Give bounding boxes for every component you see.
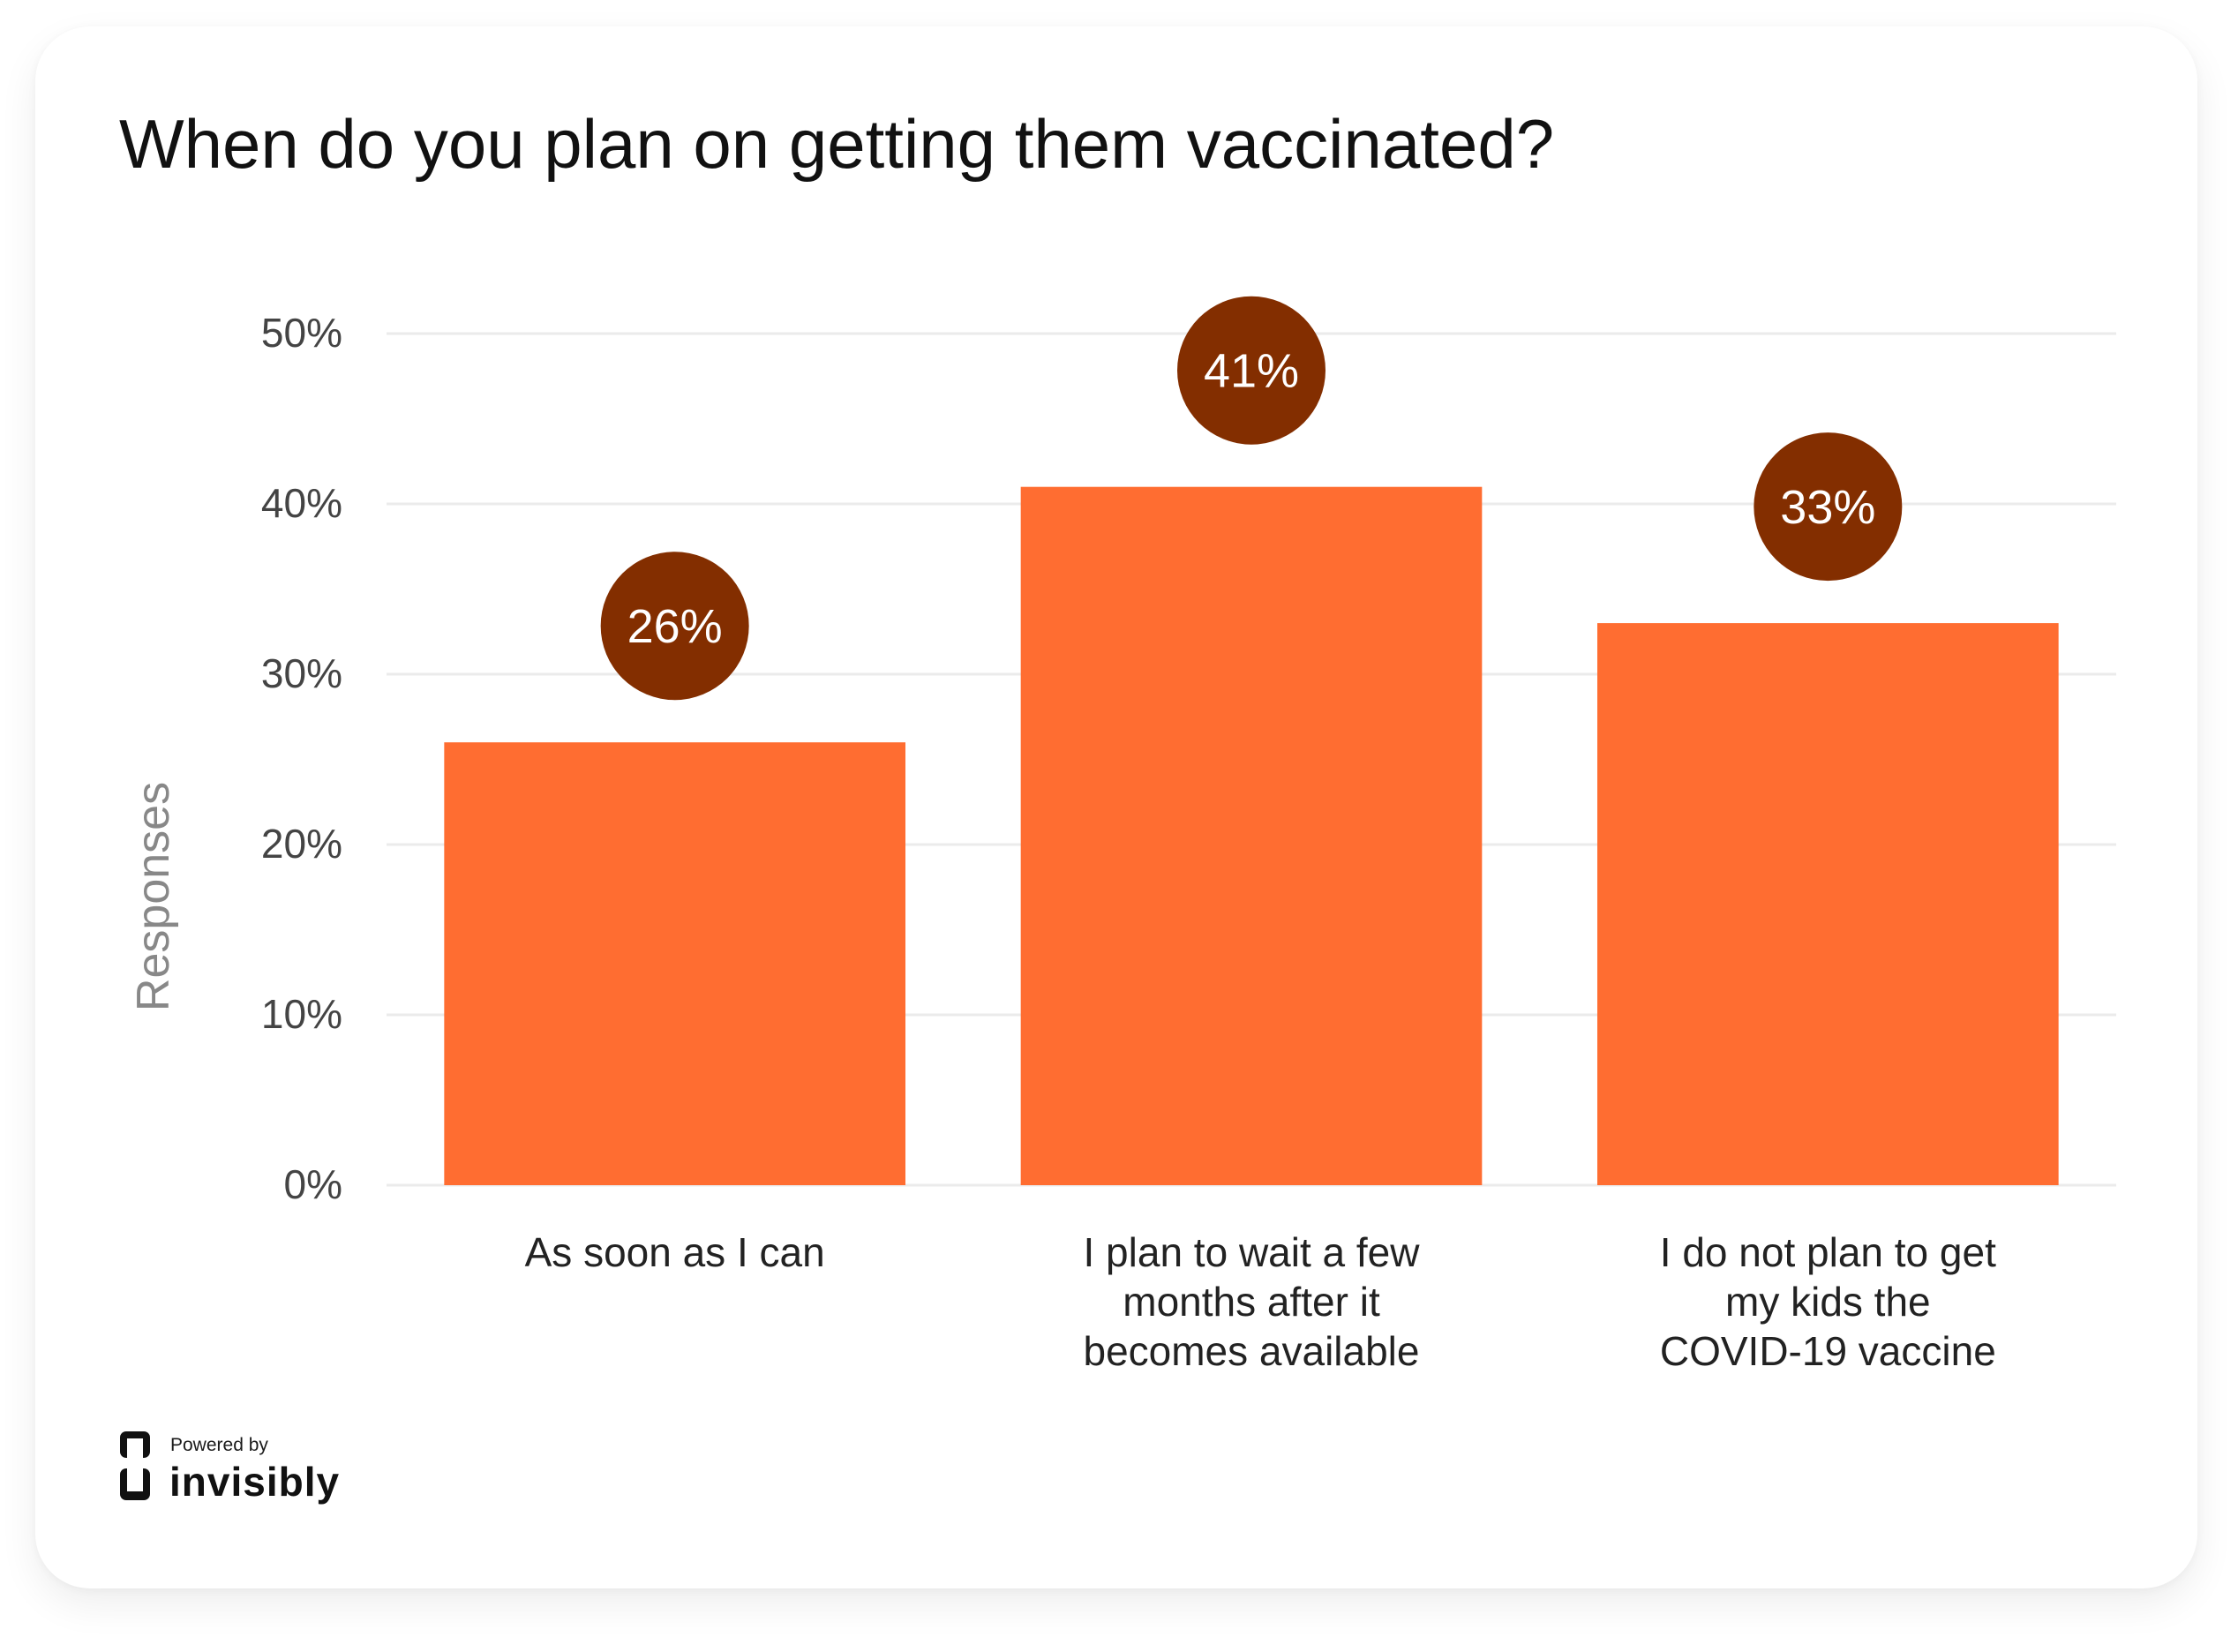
value-label: 41% xyxy=(1204,345,1299,398)
value-badge xyxy=(1177,296,1326,445)
y-tick-label: 30% xyxy=(261,650,342,696)
y-axis-label: Responses xyxy=(128,782,179,1011)
x-tick-label-line: I plan to wait a few xyxy=(1084,1229,1421,1275)
y-tick-label: 20% xyxy=(261,821,342,867)
y-tick-label: 40% xyxy=(261,480,342,526)
brand-name: invisibly xyxy=(169,1459,341,1505)
x-tick-label: As soon as I can xyxy=(525,1229,825,1275)
value-badge xyxy=(1754,432,1903,582)
value-label: 33% xyxy=(1780,481,1875,534)
y-tick-label: 10% xyxy=(261,991,342,1037)
x-tick-label-line: my kids the xyxy=(1725,1279,1931,1325)
powered-by-label: Powered by xyxy=(170,1435,268,1455)
x-tick-label-line: As soon as I can xyxy=(525,1229,825,1275)
value-badge xyxy=(600,552,749,701)
x-tick-label-line: I do not plan to get xyxy=(1660,1229,1996,1275)
y-tick-label: 0% xyxy=(284,1161,342,1207)
value-label: 26% xyxy=(627,600,723,653)
brand-logo: Powered by invisibly xyxy=(120,1431,385,1505)
chart-title: When do you plan on getting them vaccina… xyxy=(119,105,1555,183)
bar xyxy=(444,742,905,1185)
bar xyxy=(1597,623,2059,1185)
invisibly-logo-icon xyxy=(120,1431,150,1500)
x-tick-label-line: becomes available xyxy=(1083,1328,1419,1374)
x-tick-label: I plan to wait a few months after it becom… xyxy=(1083,1229,1420,1374)
y-tick-label: 50% xyxy=(261,310,342,356)
bar xyxy=(1020,486,1483,1185)
x-tick-label: I do not plan to get my kids the COVID-19 … xyxy=(1660,1229,1996,1374)
x-tick-label-line: COVID-19 vaccine xyxy=(1660,1328,1996,1374)
x-tick-label-line: months after it xyxy=(1123,1279,1380,1325)
